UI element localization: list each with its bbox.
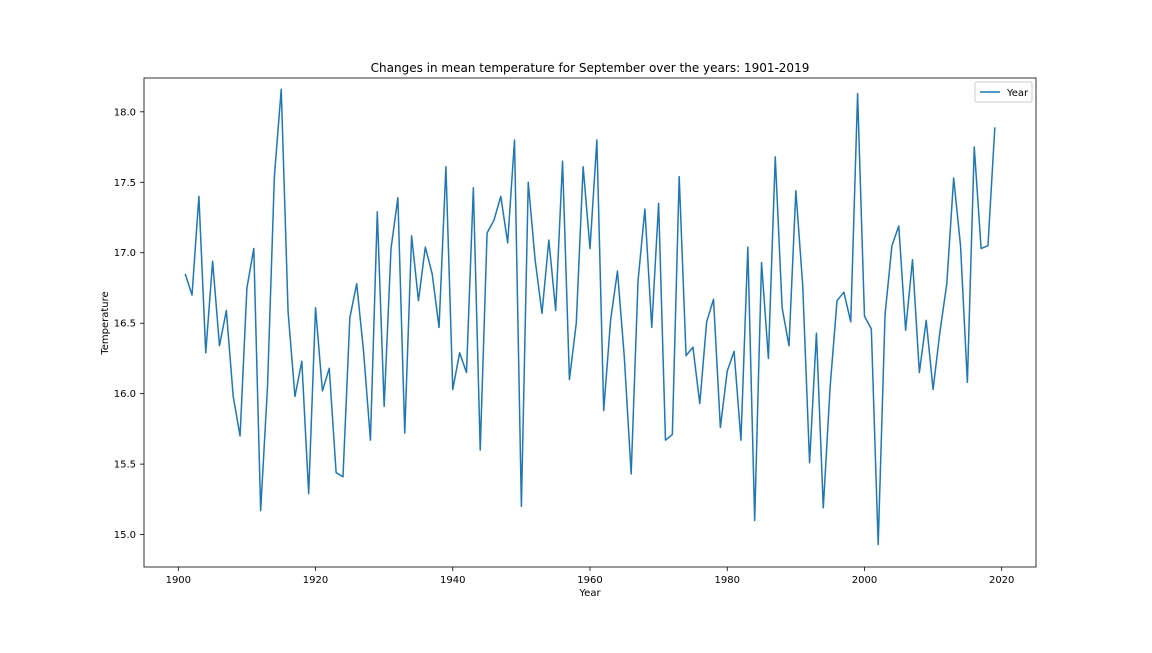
legend-label: Year — [1006, 88, 1029, 99]
legend-box — [974, 81, 1033, 103]
x-axis-label: Year — [578, 588, 601, 599]
x-tick-label: 1960 — [577, 575, 602, 586]
x-tick-label: 1940 — [440, 575, 465, 586]
x-tick-label: 2020 — [989, 575, 1014, 586]
chart-title: Changes in mean temperature for Septembe… — [371, 61, 810, 75]
x-tick-label: 1900 — [166, 575, 191, 586]
y-axis-label: Temperature — [100, 291, 111, 355]
y-tick-label: 15.0 — [114, 530, 136, 541]
y-tick-label: 18.0 — [114, 107, 136, 118]
y-tick-label: 17.0 — [114, 248, 136, 259]
x-tick-label: 2000 — [852, 575, 877, 586]
series-line-0 — [184, 88, 996, 546]
y-tick-label: 16.0 — [114, 389, 136, 400]
y-tick-label: 16.5 — [114, 319, 136, 330]
x-tick-label: 1980 — [715, 575, 740, 586]
y-tick-label: 15.5 — [114, 460, 136, 471]
axes: 1900 1920 1940 1960 1980 2000 2020 15.0 15.5 16.0… — [114, 77, 1037, 586]
y-tick-label: 17.5 — [114, 178, 136, 189]
x-tick-label: 1920 — [303, 575, 328, 586]
legend: Year — [974, 81, 1033, 103]
plot-area — [184, 88, 996, 546]
